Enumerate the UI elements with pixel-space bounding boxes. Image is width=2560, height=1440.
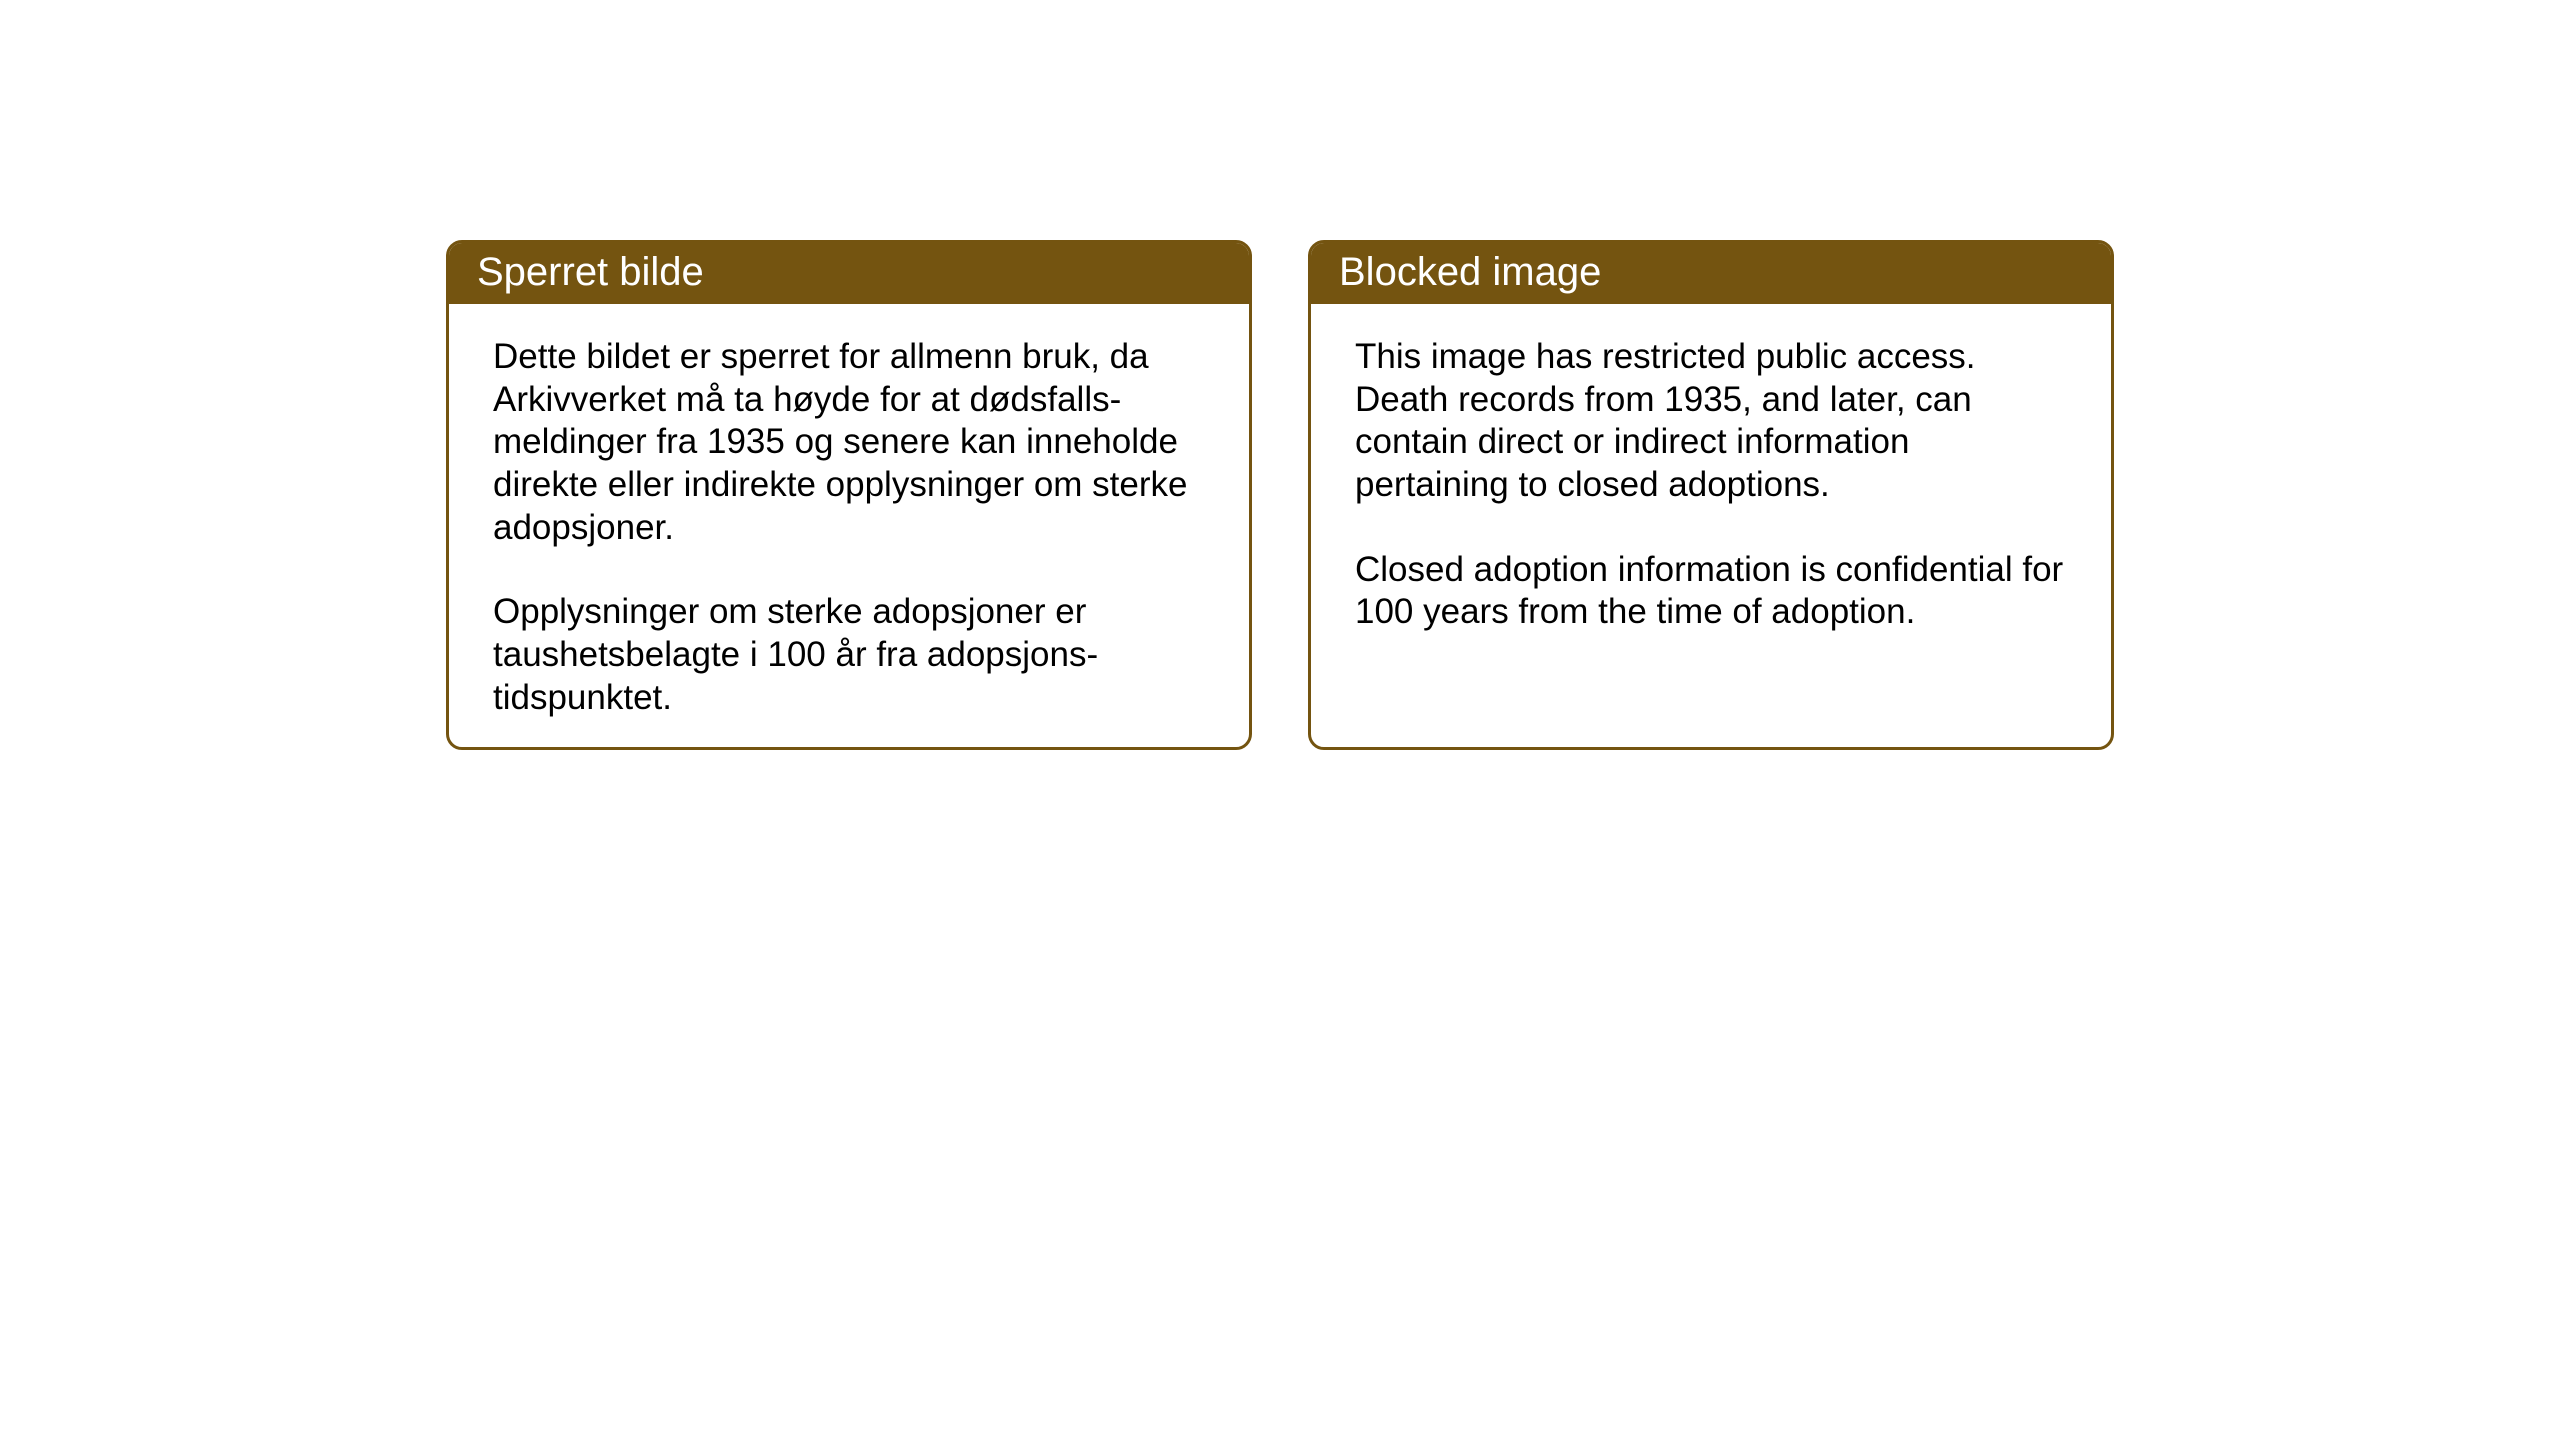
card-title-english: Blocked image: [1339, 250, 1601, 295]
card-body-english: This image has restricted public access.…: [1311, 304, 2111, 666]
cards-container: Sperret bilde Dette bildet er sperret fo…: [446, 240, 2114, 750]
card-header-english: Blocked image: [1311, 243, 2111, 304]
card-header-norwegian: Sperret bilde: [449, 243, 1249, 304]
card-paragraph-english-2: Closed adoption information is confident…: [1355, 549, 2067, 634]
card-body-norwegian: Dette bildet er sperret for allmenn bruk…: [449, 304, 1249, 750]
card-title-norwegian: Sperret bilde: [477, 250, 704, 295]
info-card-english: Blocked image This image has restricted …: [1308, 240, 2114, 750]
card-paragraph-norwegian-2: Opplysninger om sterke adopsjoner er tau…: [493, 591, 1205, 719]
card-paragraph-english-1: This image has restricted public access.…: [1355, 336, 2067, 507]
card-paragraph-norwegian-1: Dette bildet er sperret for allmenn bruk…: [493, 336, 1205, 549]
info-card-norwegian: Sperret bilde Dette bildet er sperret fo…: [446, 240, 1252, 750]
